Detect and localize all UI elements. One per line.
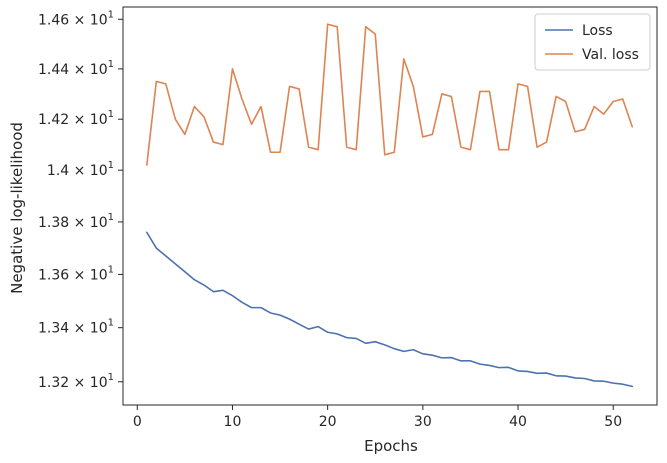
axes-frame <box>122 6 658 406</box>
x-tick-label: 10 <box>224 414 242 430</box>
legend-box <box>534 13 651 71</box>
y-tick-label: 1.46 × 101 <box>38 9 114 28</box>
y-tick-label: 1.38 × 101 <box>38 212 114 231</box>
x-tick-label: 30 <box>414 414 432 430</box>
x-tick-label: 40 <box>509 414 527 430</box>
x-axis: 0 10 20 30 40 50 <box>133 405 622 430</box>
x-tick-label: 20 <box>319 414 337 430</box>
y-tick-label: 1.42 × 101 <box>38 109 114 128</box>
y-axis: 1.32 × 101 1.34 × 101 1.36 × 101 1.38 × 101… <box>38 9 123 391</box>
y-axis-label: Negative log-likelihood <box>8 122 26 294</box>
y-tick-label: 1.32 × 101 <box>38 372 114 391</box>
y-tick-label: 1.44 × 101 <box>38 59 114 78</box>
series-line-loss <box>146 231 634 388</box>
legend-label: Val. loss <box>582 47 639 63</box>
legend-label: Loss <box>582 23 613 39</box>
y-tick-label: 1.4 × 101 <box>47 160 114 179</box>
x-tick-label: 0 <box>133 414 142 430</box>
x-axis-label: Epochs <box>364 437 418 455</box>
y-tick-label: 1.36 × 101 <box>38 264 114 283</box>
legend: Loss Val. loss <box>534 13 651 71</box>
y-tick-label: 1.34 × 101 <box>38 318 114 337</box>
plot-area <box>122 6 658 406</box>
x-tick-label: 50 <box>604 414 622 430</box>
series-line-val-loss <box>146 23 634 166</box>
